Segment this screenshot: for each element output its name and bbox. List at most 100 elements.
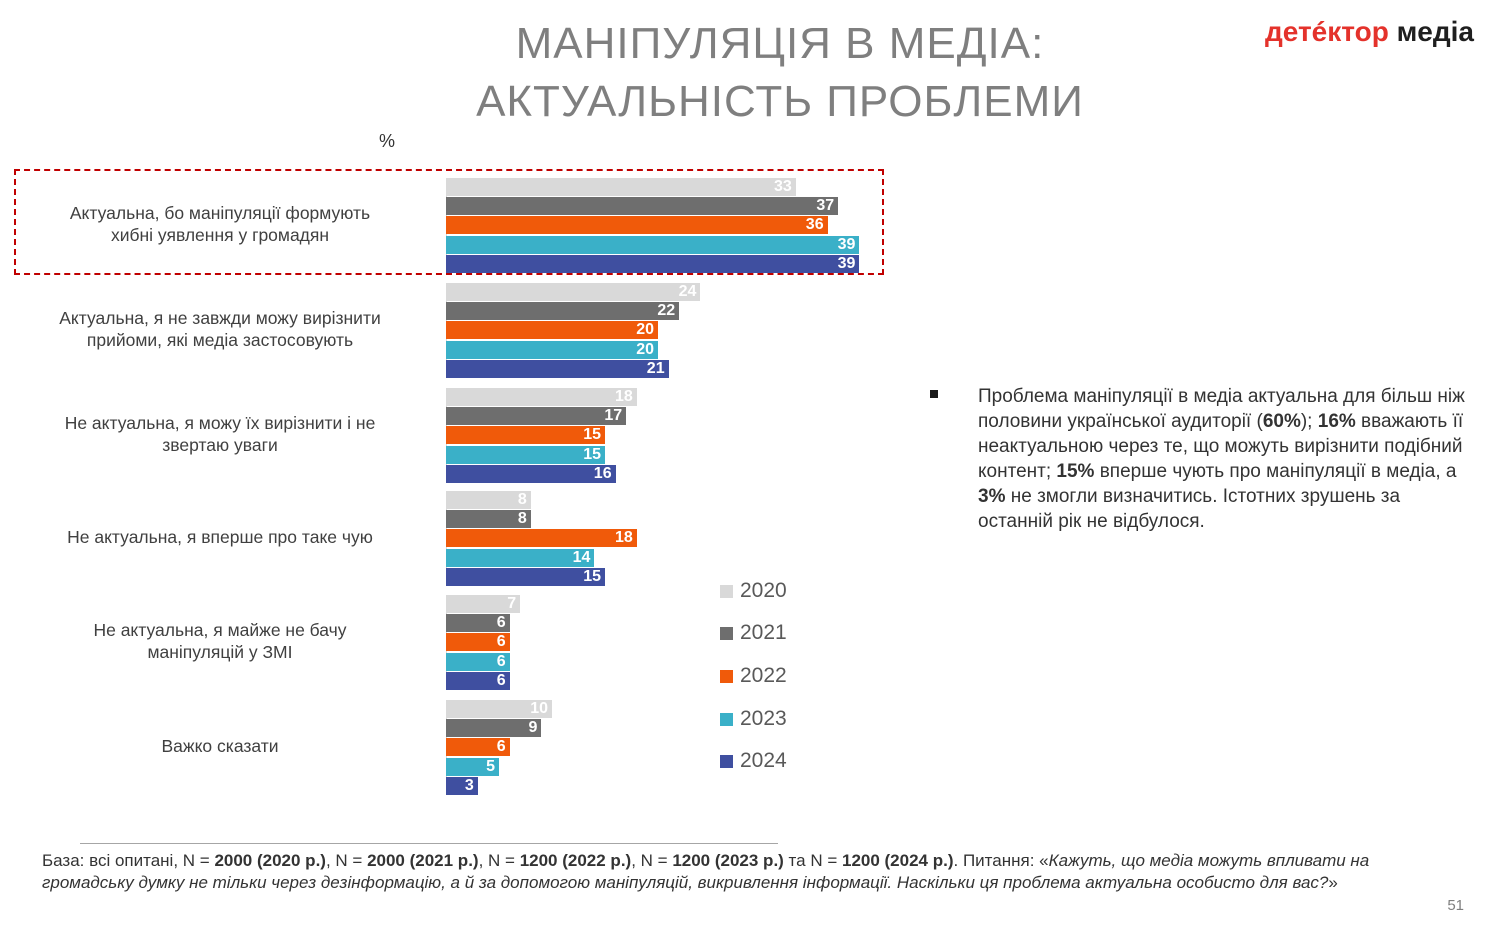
- page-number: 51: [1447, 897, 1464, 914]
- footnote-segment: 1200 (2024 р.): [841, 851, 954, 870]
- bar-2024: 3: [446, 776, 478, 795]
- summary-segment: );: [1300, 411, 1318, 432]
- bar-2020: 7: [446, 595, 521, 613]
- summary-text: Проблема маніпуляції в медіа актуальна д…: [978, 384, 1478, 534]
- legend-label: 2020: [740, 579, 787, 602]
- category-label: Не актуальна, я майже не бачу маніпуляцій…: [10, 619, 430, 663]
- detector-media-logo: детéктор медіа: [1265, 16, 1474, 48]
- footnote-segment: База: всі опитані, N =: [42, 851, 215, 870]
- category-label: Важко сказати: [10, 735, 430, 757]
- category-label: Актуальна, бо маніпуляції формують хибні …: [10, 202, 430, 246]
- bar-2023: 39: [446, 235, 860, 254]
- data-label: 6: [496, 671, 506, 689]
- footnote-segment: »: [1328, 873, 1338, 892]
- bar-2023: 6: [446, 652, 510, 671]
- category-label-line: прийоми, які медіа застосовують: [86, 330, 354, 351]
- bar-2021: 37: [446, 197, 839, 216]
- category-label: Актуальна, я не завжди можу вирізнити при…: [10, 307, 430, 351]
- data-label: 3: [464, 776, 474, 794]
- data-label: 6: [496, 738, 506, 756]
- bar-2021: 9: [446, 719, 542, 738]
- data-label: 22: [657, 302, 676, 320]
- bar-2023: 15: [446, 445, 605, 464]
- bar-2021: 8: [446, 510, 531, 529]
- summary-segment: вважають її неактуальною через те, що мо…: [978, 411, 1464, 482]
- data-label: 8: [517, 491, 527, 508]
- data-label: 7: [507, 595, 517, 612]
- summary-segment: 60%: [1262, 411, 1301, 432]
- category-label-line: Не актуальна, я вперше про таке чую: [67, 527, 373, 548]
- footnote-segment: Кажуть, що медіа можуть впливати на гром…: [42, 851, 1370, 892]
- data-label: 24: [678, 283, 697, 300]
- data-label: 15: [583, 445, 601, 463]
- footnote-segment: 2000 (2021 р.): [367, 851, 479, 870]
- footnote-segment: та N =: [783, 851, 842, 870]
- bar-2020: 10: [446, 700, 552, 718]
- summary-segment: 3%: [978, 486, 1006, 507]
- legend-swatch: [720, 713, 733, 726]
- bar-2023: 20: [446, 340, 658, 359]
- data-label: 20: [636, 321, 654, 339]
- data-label: 18: [615, 529, 633, 547]
- summary-segment: Проблема маніпуляції в медіа актуальна д…: [978, 386, 1465, 432]
- category-label: Не актуальна, я вперше про таке чую: [10, 526, 430, 548]
- category-label-line: Не актуальна, я можу їх вирізнити і не: [64, 413, 376, 434]
- data-label: 17: [604, 407, 623, 425]
- data-label: 39: [837, 254, 856, 272]
- legend-swatch: [720, 585, 733, 598]
- footnote-segment: . Питання: «: [953, 851, 1049, 870]
- highlight-frame: [14, 169, 884, 275]
- bar-2020: 18: [446, 388, 637, 406]
- data-label: 16: [593, 464, 612, 482]
- bar-2024: 6: [446, 671, 510, 690]
- category-label-line: Не актуальна, я майже не бачу: [93, 620, 347, 641]
- category-label-line: маніпуляцій у ЗМІ: [147, 642, 293, 663]
- bullet-square-icon: [930, 390, 938, 398]
- data-label: 15: [583, 426, 601, 444]
- data-label: 6: [496, 652, 506, 670]
- bar-2021: 17: [446, 407, 627, 426]
- bar-2022: 6: [446, 738, 510, 757]
- bar-2024: 15: [446, 567, 605, 586]
- legend-swatch: [720, 755, 733, 768]
- data-label: 33: [774, 178, 792, 195]
- data-label: 6: [496, 633, 506, 651]
- summary-segment: не змогли визначитись. Істотних зрушень …: [978, 486, 1401, 532]
- category-label: Не актуальна, я можу їх вирізнити і не зв…: [10, 412, 430, 456]
- category-label-line: Важко сказати: [161, 736, 279, 757]
- bar-2024: 16: [446, 464, 616, 483]
- page-title-line-2: АКТУАЛЬНІСТЬ ПРОБЛЕМИ: [476, 77, 1084, 126]
- data-label: 20: [636, 340, 654, 358]
- legend-label: 2023: [740, 707, 787, 730]
- legend-label: 2024: [740, 749, 787, 772]
- legend-label: 2021: [740, 621, 787, 644]
- bar-2022: 36: [446, 216, 828, 235]
- legend-label: 2022: [740, 664, 787, 687]
- bar-2021: 22: [446, 302, 680, 321]
- bar-2023: 5: [446, 757, 499, 776]
- data-label: 5: [486, 757, 495, 775]
- bar-2024: 39: [446, 254, 860, 273]
- bar-2022: 6: [446, 633, 510, 652]
- data-label: 37: [816, 197, 835, 215]
- footnote-segment: , N =: [325, 851, 368, 870]
- footnote-segment: , N =: [478, 851, 520, 870]
- bar-2020: 24: [446, 283, 701, 301]
- bar-2022: 15: [446, 426, 605, 445]
- bar-2022: 20: [446, 321, 658, 340]
- bar-2022: 18: [446, 529, 637, 548]
- summary-segment: 15%: [1056, 461, 1095, 482]
- footnote-divider: [80, 843, 778, 844]
- bar-2021: 6: [446, 614, 510, 633]
- data-label: 9: [528, 719, 538, 737]
- page-title-line-1: МАНІПУЛЯЦІЯ В МЕДІА:: [515, 19, 1045, 68]
- footnote-segment: 1200 (2023 р.): [672, 851, 784, 870]
- bar-2024: 21: [446, 359, 669, 378]
- bar-2020: 8: [446, 491, 531, 509]
- summary-segment: 16%: [1317, 411, 1356, 432]
- bar-2023: 14: [446, 548, 595, 567]
- data-label: 21: [646, 359, 665, 377]
- footnote-segment: 1200 (2022 р.): [519, 851, 632, 870]
- footnote-segment: , N =: [631, 851, 673, 870]
- footnote: База: всі опитані, N = 2000 (2020 р.), N…: [42, 850, 1442, 894]
